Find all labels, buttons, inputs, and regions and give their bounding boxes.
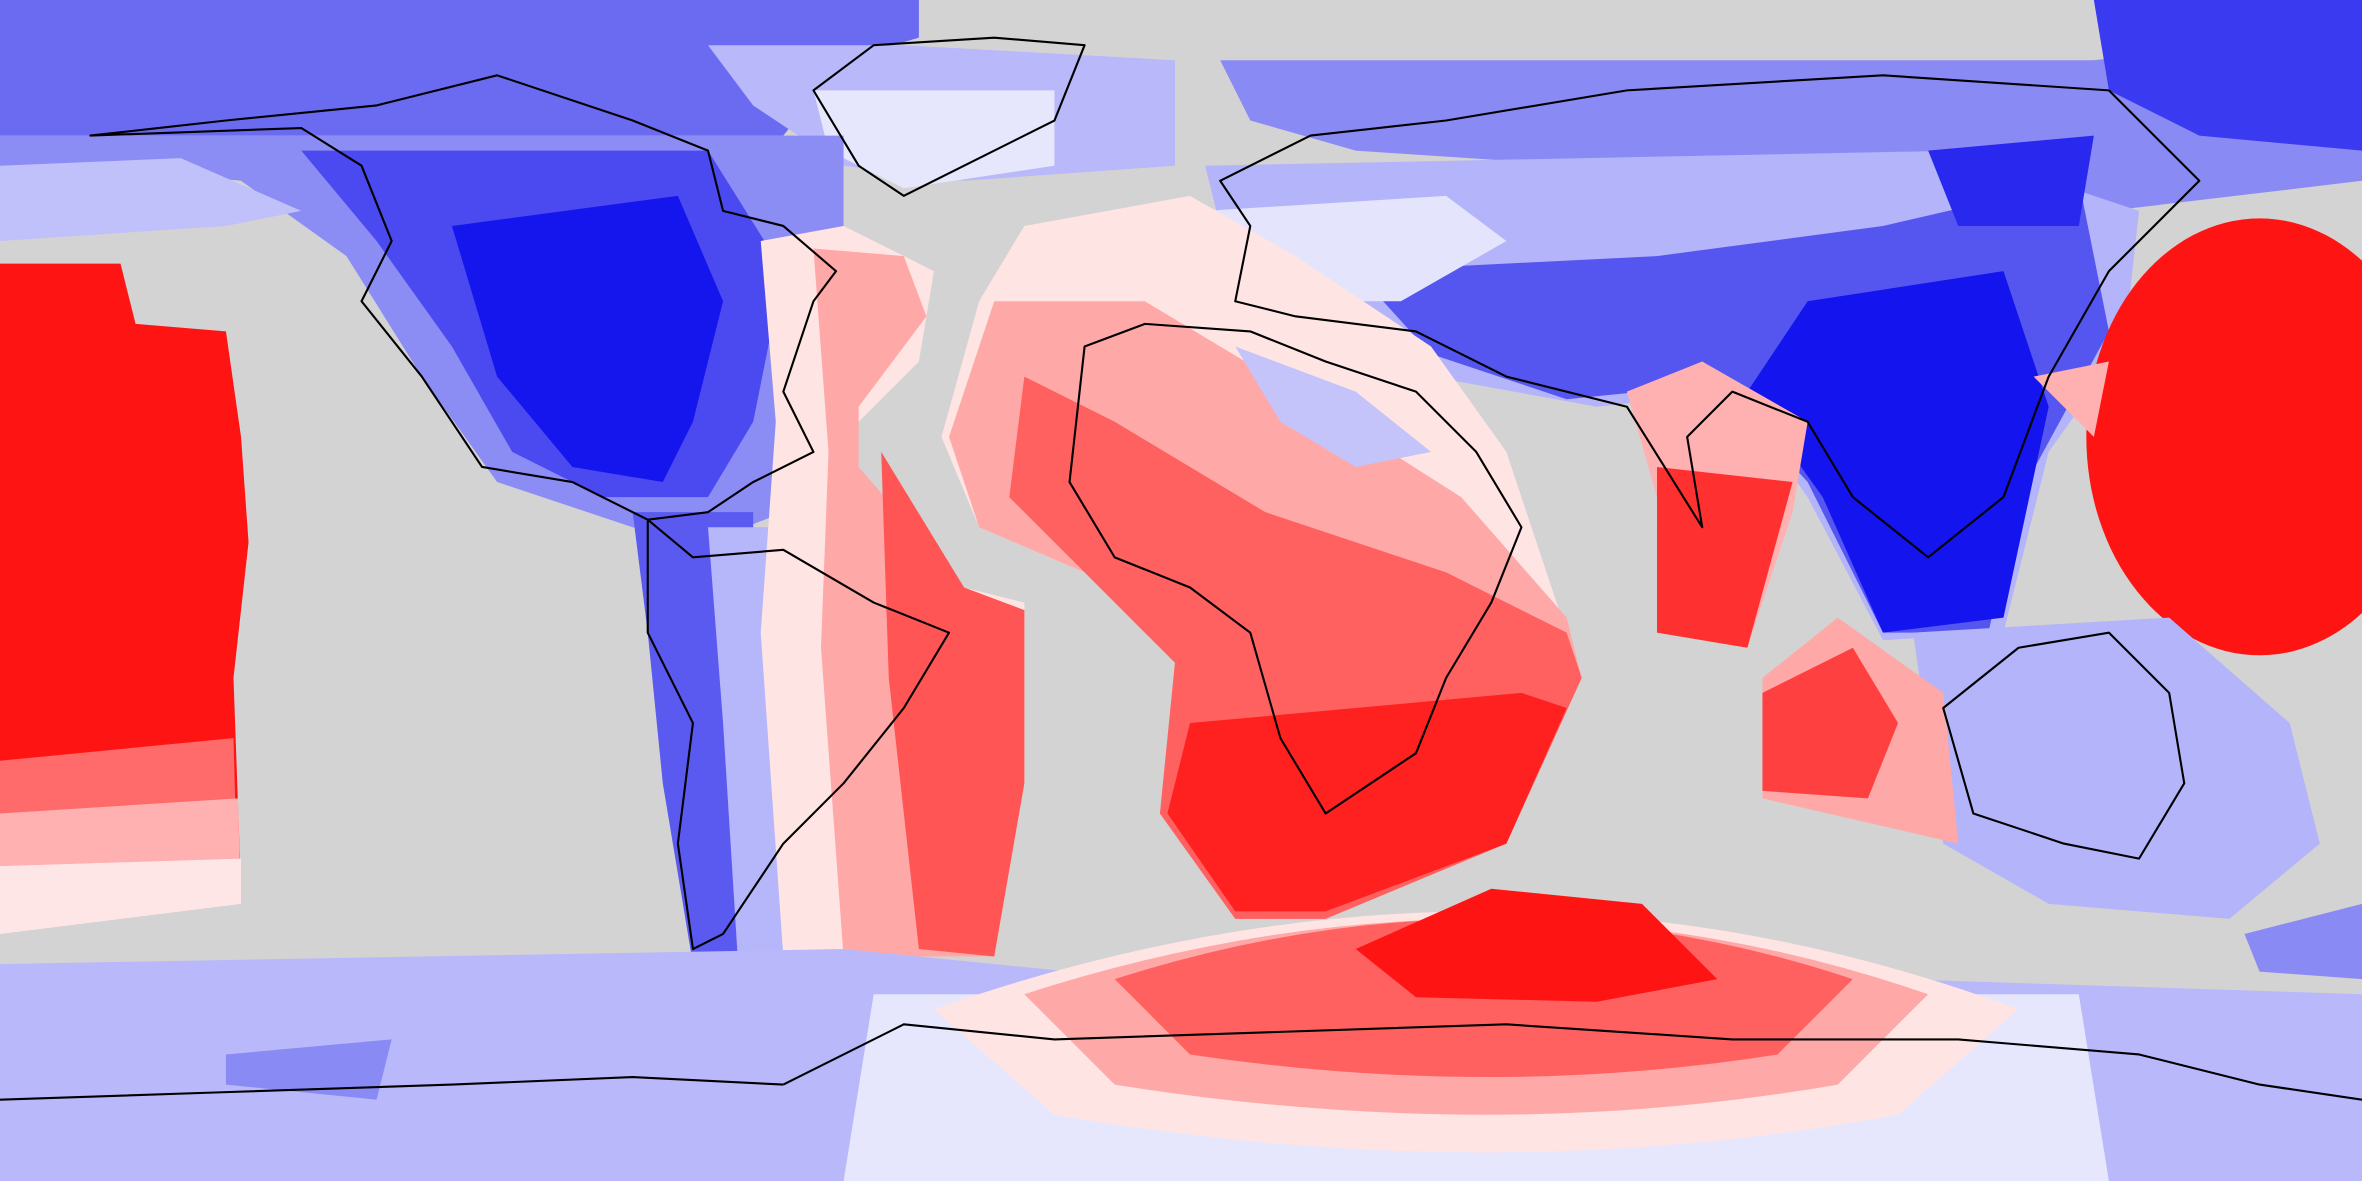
coastlines [0, 36, 2362, 1101]
field-region [2244, 903, 2362, 980]
field-region [2093, 0, 2362, 151]
field-region [813, 90, 1055, 189]
field-region [1762, 647, 1899, 799]
field-region [1235, 346, 1432, 467]
field-region [1167, 692, 1567, 912]
field-region [225, 1039, 392, 1100]
coastline [1219, 74, 2201, 559]
coastline [782, 1023, 2362, 1101]
field-region [2033, 361, 2109, 437]
field-region [451, 195, 724, 483]
coastline [812, 36, 1086, 197]
coastline [89, 74, 838, 521]
coastline [0, 1076, 784, 1101]
field-region [2086, 218, 2362, 656]
field-region [1928, 135, 2094, 226]
coastline [1942, 631, 2186, 860]
field-region [0, 158, 302, 242]
coastline [1068, 322, 1523, 815]
field-region [881, 451, 1025, 957]
field-region [1355, 888, 1718, 1002]
coastline [646, 518, 951, 951]
field-region [0, 0, 919, 136]
field-region [1657, 466, 1793, 648]
field-region [1913, 617, 2320, 919]
field-region [1747, 271, 2049, 633]
field-region [0, 858, 242, 934]
